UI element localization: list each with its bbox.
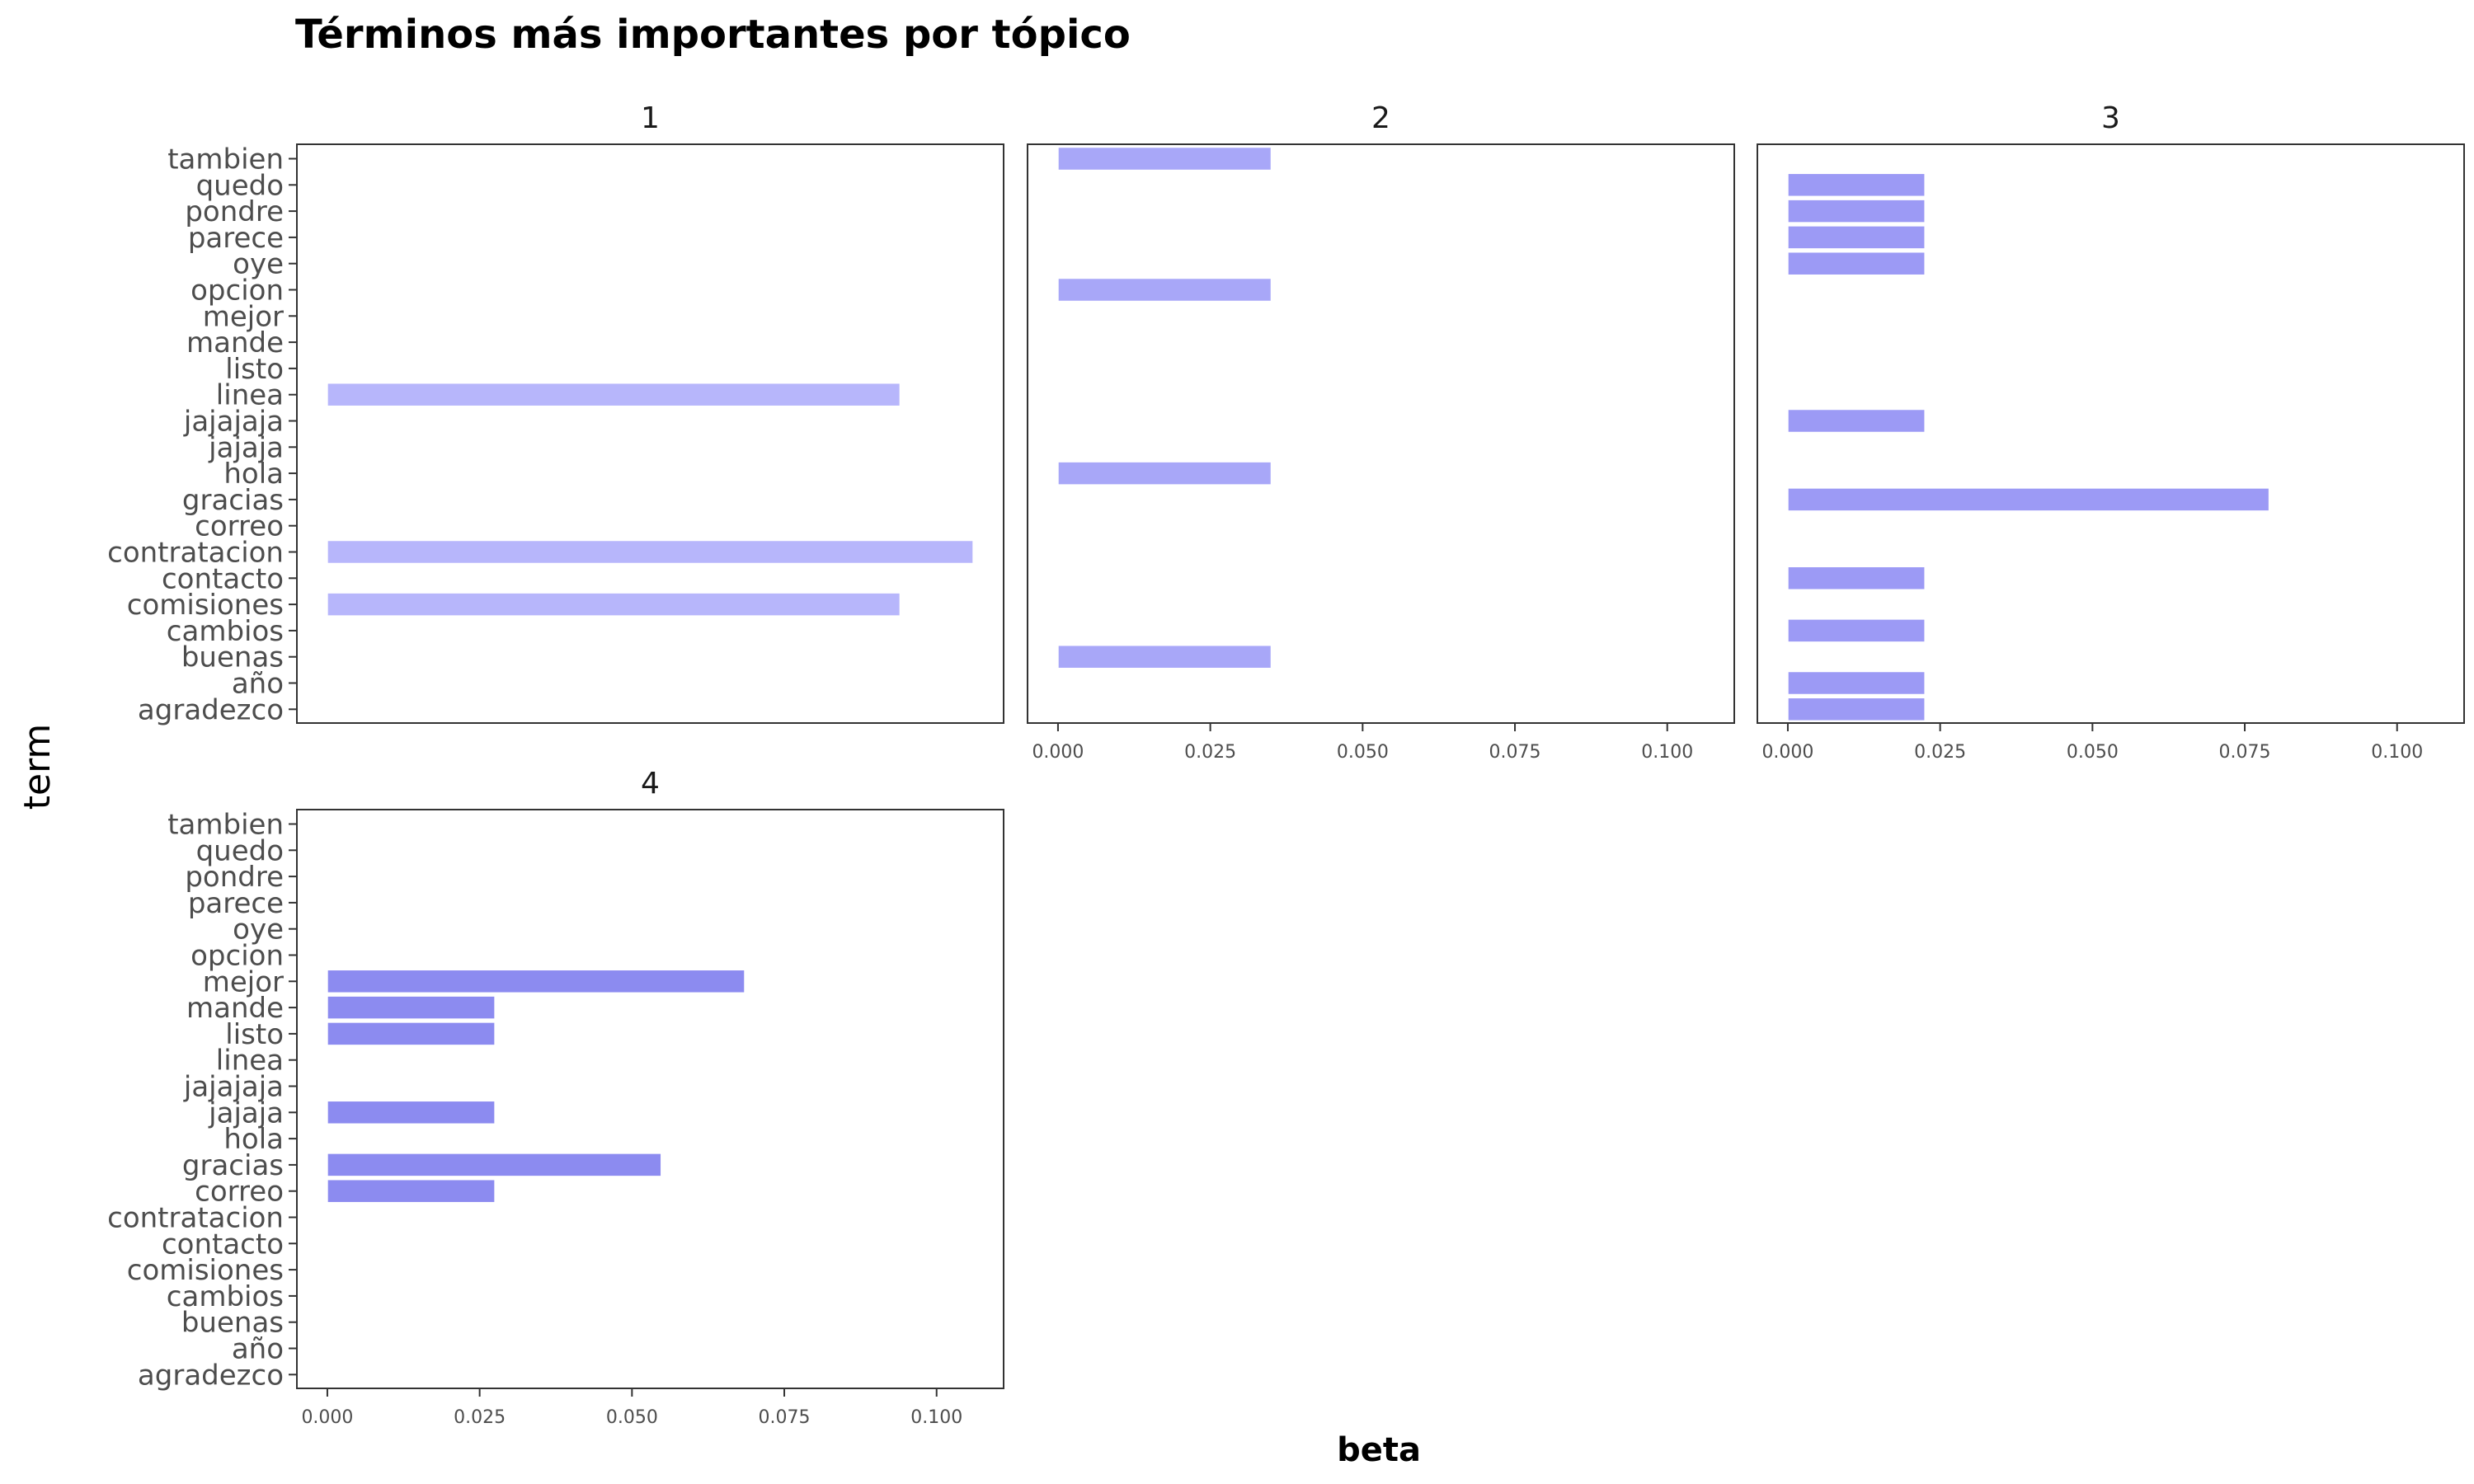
y-tick-label-oye: oye (233, 248, 284, 281)
facet-panel-2: 2 0.000 0.025 0.050 0.075 0.100 (1027, 101, 1735, 763)
facet-panels: 1tambienquedopondrepareceoyeopcionmejorm… (107, 101, 2465, 1428)
bar-4-mejor (327, 969, 745, 994)
panel-border (1027, 143, 1735, 724)
bar-2-hola (1057, 461, 1272, 486)
y-tick-label-contacto: contacto (162, 562, 284, 595)
y-tick-label-opcion: opcion (190, 275, 284, 308)
y-axis-title: term (16, 724, 59, 810)
bar-1-linea (327, 382, 901, 407)
bar-2-opcion (1057, 277, 1272, 303)
x-tick-label: 0.075 (1489, 742, 1541, 763)
y-tick-label-mejor: mejor (203, 965, 284, 998)
bar-3-cambios (1787, 618, 1926, 643)
bar-3-pondre (1787, 199, 1926, 223)
panel-border (296, 143, 1004, 724)
y-tick-label-jajaja: jajaja (208, 431, 284, 464)
bar-3-agradezco (1787, 697, 1926, 722)
chart-title: Términos más importantes por tópico (295, 12, 1131, 58)
bar-4-listo (327, 1021, 496, 1046)
bar-4-mande (327, 995, 496, 1020)
x-tick-label: 0.100 (1641, 742, 1693, 763)
x-tick-label: 0.000 (1761, 742, 1813, 763)
y-tick-label-cambios: cambios (167, 615, 284, 648)
x-tick-label: 0.000 (1032, 742, 1084, 763)
y-tick-label-listo: listo (225, 353, 284, 386)
facet-panel-1: 1 tambienquedopondrepareceoyeopcionmejorm… (107, 101, 1004, 726)
facet-label-4: 4 (641, 767, 660, 801)
y-tick-label-jajajaja: jajajaja (183, 406, 284, 439)
y-tick-label-tambien: tambien (167, 143, 284, 176)
y-tick-label-oye: oye (233, 913, 284, 946)
y-tick-label-pondre: pondre (185, 195, 284, 228)
x-tick-label: 0.075 (759, 1407, 811, 1428)
x-axis-title: beta (1337, 1431, 1421, 1469)
x-tick-label: 0.050 (2067, 742, 2119, 763)
bar-3-jajajaja (1787, 408, 1926, 434)
y-tick-label-gracias: gracias (182, 484, 284, 517)
bar-2-buenas (1057, 644, 1272, 669)
x-tick-label: 0.075 (2219, 742, 2271, 763)
bar-4-gracias (327, 1153, 662, 1177)
x-tick-label: 0.050 (606, 1407, 658, 1428)
x-tick-label: 0.000 (301, 1407, 353, 1428)
y-tick-label-buenas: buenas (181, 641, 284, 674)
y-tick-label-contacto: contacto (162, 1228, 284, 1261)
y-tick-label-agradezco: agradezco (138, 693, 284, 726)
x-tick-label: 0.100 (910, 1407, 962, 1428)
y-tick-label-correo: correo (195, 510, 284, 543)
y-tick-label-hola: hola (223, 1123, 284, 1156)
y-tick-label-quedo: quedo (196, 834, 284, 867)
y-tick-label-hola: hola (223, 458, 284, 491)
y-tick-label-jajajaja: jajajaja (183, 1071, 284, 1104)
facet-label-2: 2 (1371, 101, 1390, 135)
x-tick-label: 0.050 (1337, 742, 1389, 763)
y-tick-label-mejor: mejor (203, 300, 284, 333)
panel-border (296, 809, 1004, 1389)
bar-3-contacto (1787, 566, 1926, 591)
y-tick-label-parece: parece (188, 887, 284, 920)
y-tick-label-linea: linea (216, 1045, 284, 1078)
y-tick-label-cambios: cambios (167, 1280, 284, 1313)
bar-3-ano (1787, 670, 1926, 696)
bar-1-contratacion (327, 539, 974, 565)
bar-3-oye (1787, 251, 1926, 276)
bar-4-jajaja (327, 1100, 496, 1125)
y-tick-label-mande: mande (186, 326, 284, 359)
facet-panel-4: 4 tambienquedopondrepareceoyeopcionmejorm… (107, 767, 1004, 1428)
facet-label-1: 1 (641, 101, 660, 135)
bar-3-quedo (1787, 172, 1926, 198)
y-tick-label-buenas: buenas (181, 1307, 284, 1340)
y-tick-label-linea: linea (216, 379, 284, 412)
bar-3-gracias (1787, 487, 2270, 512)
bar-3-parece (1787, 225, 1926, 250)
x-tick-label: 0.100 (2371, 742, 2423, 763)
y-tick-label-comisiones: comisiones (127, 1254, 284, 1287)
x-tick-label: 0.025 (454, 1407, 506, 1428)
y-tick-label-gracias: gracias (182, 1149, 284, 1182)
y-tick-label-comisiones: comisiones (127, 589, 284, 622)
y-tick-label-listo: listo (225, 1018, 284, 1051)
y-tick-label-contratacion: contratacion (107, 537, 284, 570)
bar-4-correo (327, 1178, 496, 1204)
facet-panel-3: 3 0.000 0.025 0.050 0.075 0.100 (1757, 101, 2465, 763)
bar-2-tambien (1057, 146, 1272, 171)
y-tick-label-pondre: pondre (185, 861, 284, 894)
y-tick-label-ano: año (232, 1333, 284, 1366)
y-tick-label-contratacion: contratacion (107, 1202, 284, 1235)
y-tick-label-parece: parece (188, 222, 284, 255)
y-tick-label-quedo: quedo (196, 169, 284, 202)
x-tick-label: 0.025 (1914, 742, 1966, 763)
bar-1-comisiones (327, 592, 901, 617)
y-tick-label-opcion: opcion (190, 940, 284, 973)
y-tick-label-mande: mande (186, 992, 284, 1025)
x-tick-label: 0.025 (1184, 742, 1236, 763)
y-tick-label-agradezco: agradezco (138, 1359, 284, 1392)
y-tick-label-jajaja: jajaja (208, 1097, 284, 1129)
y-tick-label-tambien: tambien (167, 809, 284, 842)
facet-label-3: 3 (2101, 101, 2120, 135)
y-tick-label-ano: año (232, 668, 284, 701)
y-tick-label-correo: correo (195, 1176, 284, 1209)
